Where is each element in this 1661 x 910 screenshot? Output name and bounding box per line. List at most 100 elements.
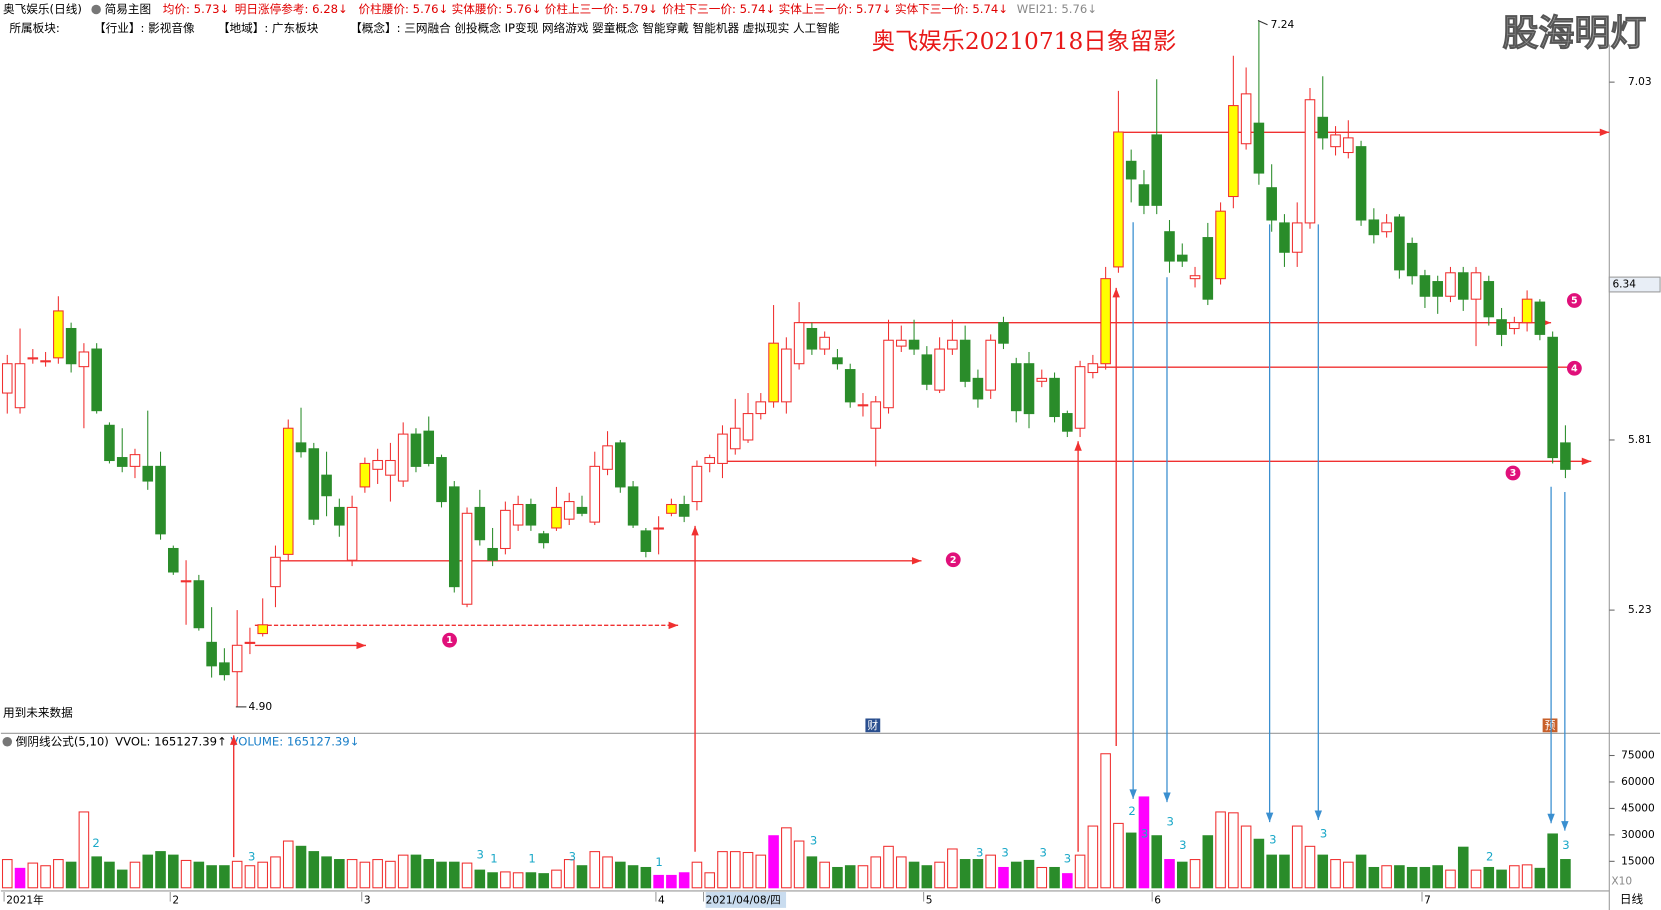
volume-bar (448, 861, 460, 889)
volume-bar (308, 851, 320, 889)
candle-body (308, 448, 320, 520)
candle-body (972, 377, 984, 400)
candle-body (410, 433, 422, 467)
x-tick-label: 4 (658, 894, 665, 906)
y-tick-label: 30000 (1621, 829, 1655, 841)
callout-number: 2 (950, 555, 957, 566)
arrowhead (1163, 792, 1171, 803)
volume-bar (1202, 835, 1214, 889)
volume-bar (474, 869, 486, 889)
volume-bar (921, 865, 933, 889)
candle-body (1445, 272, 1456, 297)
main-chart-name[interactable]: 简易主图 (105, 2, 152, 16)
candle-body (257, 624, 268, 635)
callout-number: 3 (1510, 468, 1517, 479)
stock-name: 奥飞娱乐(日线) (3, 2, 82, 16)
volume-bar (295, 845, 307, 889)
volume-bar (257, 861, 268, 889)
y-tick-label: 75000 (1621, 750, 1655, 762)
callout-circle (1566, 360, 1582, 376)
candle-body (678, 503, 690, 517)
volume-bar (563, 859, 575, 889)
candle-body (781, 348, 792, 403)
volume-bar (1164, 859, 1175, 889)
volume-bar (653, 874, 664, 889)
badge[interactable] (1542, 718, 1558, 733)
signal-label: 3 (1320, 826, 1327, 840)
candle-body (206, 641, 217, 667)
volume-bar (1228, 812, 1239, 889)
volume-bar (870, 856, 882, 889)
volume-bar (768, 835, 779, 889)
candle-body (423, 430, 435, 464)
volume-bar (551, 869, 562, 889)
badge-text: 财 (868, 719, 879, 732)
callout-circle (945, 552, 961, 568)
arrowhead (1129, 789, 1137, 799)
candle-body (1291, 222, 1303, 253)
candle-body (1176, 254, 1188, 262)
candle-body (1483, 281, 1495, 318)
volume-bar (1343, 861, 1354, 889)
volume-bar (883, 845, 894, 889)
badge-text: 预 (1545, 720, 1556, 732)
volume-bar (129, 861, 141, 889)
volume-bar (844, 865, 856, 889)
candle-body (1189, 275, 1201, 280)
candle-body (844, 369, 856, 403)
volume-bar (231, 860, 243, 889)
candle-body (385, 459, 396, 476)
signal-label: 3 (1141, 826, 1148, 840)
volume-bar (1100, 753, 1111, 889)
volume-bar (627, 865, 639, 889)
candle-body (1304, 99, 1316, 224)
volume-bar (1496, 869, 1507, 889)
volume-bar (1291, 825, 1303, 889)
volume-bar (538, 873, 549, 889)
candle-body (1330, 134, 1341, 148)
candle-body (180, 580, 192, 583)
high-label: 7.24 (1271, 19, 1295, 31)
volume-bar (959, 859, 971, 889)
volume-bar (180, 859, 192, 889)
volume-bar (1457, 846, 1469, 889)
volume-bar (512, 872, 524, 889)
menu-icon[interactable] (2, 736, 13, 747)
badge[interactable] (865, 718, 881, 733)
date-highlight (705, 892, 787, 908)
candle-body (1521, 298, 1533, 324)
volume-bar (27, 862, 39, 889)
menu-icon[interactable] (91, 4, 101, 15)
arrowhead (1314, 810, 1323, 821)
candle-body (666, 503, 677, 514)
candle-body (231, 644, 243, 673)
indicator: 实体腰价: 5.76↓ (452, 2, 542, 16)
volume-bar (678, 872, 690, 889)
volume-bar (206, 865, 217, 889)
signal-label: 3 (810, 834, 817, 848)
candle-body (270, 556, 281, 588)
x-tick-label: 5 (926, 894, 933, 906)
signal-label: 3 (477, 847, 484, 861)
signal-label: 3 (248, 850, 255, 864)
indicator: 实体上三一价: 5.77↓ (779, 2, 892, 16)
volume-bar (985, 854, 996, 889)
candle-body (474, 506, 486, 541)
arrowhead (1265, 812, 1274, 823)
volume-bar (91, 856, 102, 889)
arrowhead (1581, 457, 1592, 466)
volume-bar (1215, 811, 1226, 889)
sector-label: 所属板块: (9, 21, 59, 35)
volume-bar (1125, 832, 1137, 889)
x-tick-label: 7 (1424, 894, 1431, 906)
candle-body (500, 509, 511, 550)
arrowhead (668, 621, 679, 630)
candle-body (704, 457, 716, 464)
arrowhead (1561, 821, 1569, 831)
volume-bar (1279, 854, 1290, 889)
volume-bar (972, 859, 984, 889)
volume-bar (282, 840, 294, 889)
period[interactable]: 日线 (1620, 892, 1644, 906)
down-arrow (1132, 222, 1566, 831)
candle-body (1394, 216, 1405, 271)
